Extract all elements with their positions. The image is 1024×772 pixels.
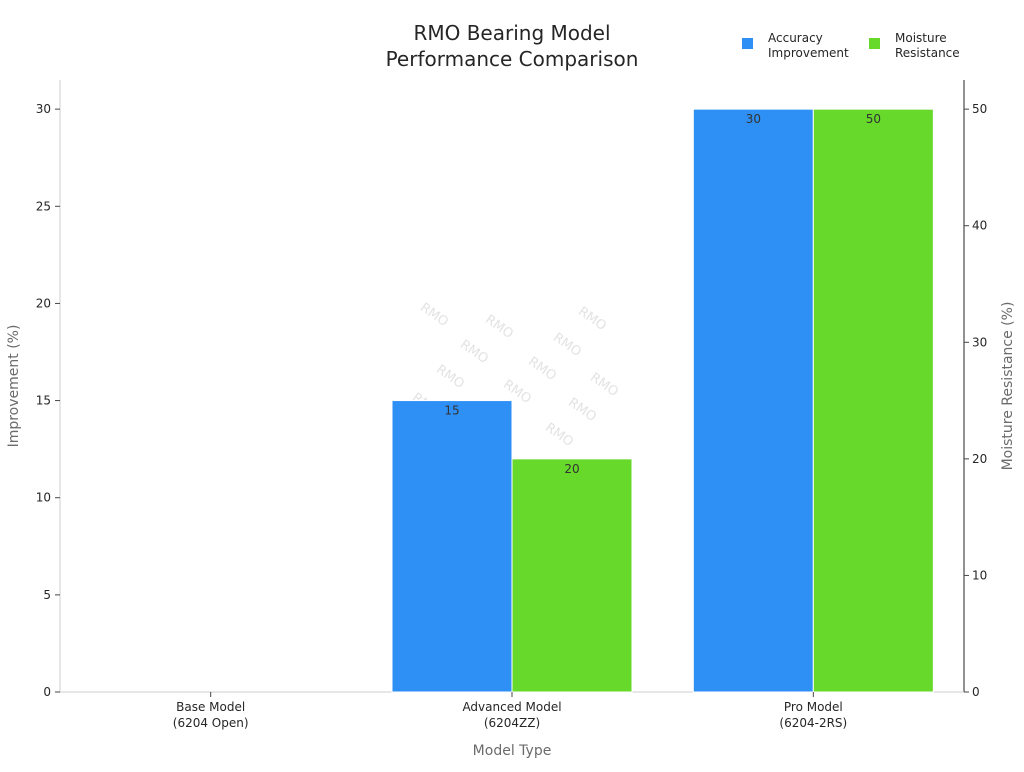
watermark-mark-0: RMO	[417, 300, 451, 330]
bar-series-1-cat-2	[812, 108, 934, 693]
watermark-mark-2: RMO	[575, 304, 609, 334]
x-tick-label-0-line-1: (6204 Open)	[173, 716, 249, 730]
x-tick-label-2-line-0: Pro Model	[784, 700, 843, 714]
right-tick-label-1: 10	[972, 568, 987, 582]
bars	[391, 108, 934, 693]
legend-label-accuracy-line-1: Accuracy	[768, 31, 823, 45]
chart-title-line-2: Performance Comparison	[386, 47, 639, 71]
left-tick-label-0: 0	[43, 685, 51, 699]
x-tick-label-1-line-0: Advanced Model	[462, 700, 561, 714]
bar-series-0-cat-2	[692, 108, 814, 693]
data-labels: 15 20 30 50	[444, 112, 881, 476]
left-tick-label-5: 25	[36, 199, 51, 213]
right-axis-title: Moisture Resistance (%)	[1000, 302, 1016, 471]
watermark-mark-13: RMO	[542, 420, 576, 450]
x-tick-label-1-line-1: (6204ZZ)	[484, 716, 540, 730]
data-label-series-0-cat-1: 15	[444, 404, 459, 418]
left-tick-label-6: 30	[36, 102, 51, 116]
data-label-series-1-cat-1: 20	[564, 462, 579, 476]
x-axis-title: Model Type	[473, 743, 552, 759]
left-axis-ticks: 0 5 10 15 20 25 30	[36, 102, 60, 699]
watermark-mark-11: RMO	[565, 395, 599, 425]
right-tick-label-2: 20	[972, 452, 987, 466]
legend-label-moisture-line-1: Moisture	[895, 31, 947, 45]
left-tick-label-3: 15	[36, 394, 51, 408]
left-tick-label-4: 20	[36, 296, 51, 310]
bar-series-1-cat-1	[511, 458, 633, 693]
watermark-mark-6: RMO	[525, 354, 559, 384]
legend-label-moisture-line-2: Resistance	[895, 46, 960, 60]
legend-swatch-accuracy	[742, 38, 753, 49]
legend: Accuracy Improvement Moisture Resistance	[742, 31, 960, 60]
watermark-mark-7: RMO	[587, 370, 621, 400]
watermark-mark-4: RMO	[550, 330, 584, 360]
data-label-series-1-cat-2: 50	[866, 112, 881, 126]
right-tick-label-3: 30	[972, 335, 987, 349]
data-label-series-0-cat-2: 30	[746, 112, 761, 126]
watermark-mark-5: RMO	[433, 362, 467, 392]
right-tick-label-0: 0	[972, 685, 980, 699]
right-axis-ticks: 0 10 20 30 40 50	[964, 102, 987, 699]
chart-title-line-1: RMO Bearing Model	[413, 21, 610, 45]
x-axis-ticks: Base Model (6204 Open) Advanced Model (6204…	[173, 692, 847, 730]
legend-label-accuracy-line-2: Improvement	[768, 46, 849, 60]
left-tick-label-1: 5	[43, 588, 51, 602]
x-tick-label-2-line-1: (6204-2RS)	[779, 716, 847, 730]
right-tick-label-5: 50	[972, 102, 987, 116]
watermark-mark-3: RMO	[457, 337, 491, 367]
watermark-mark-1: RMO	[482, 312, 516, 342]
bar-series-0-cat-1	[391, 400, 513, 693]
left-axis-title: Improvement (%)	[6, 325, 22, 448]
right-tick-label-4: 40	[972, 219, 987, 233]
x-tick-label-0-line-0: Base Model	[176, 700, 245, 714]
left-tick-label-2: 10	[36, 491, 51, 505]
legend-swatch-moisture	[869, 38, 880, 49]
